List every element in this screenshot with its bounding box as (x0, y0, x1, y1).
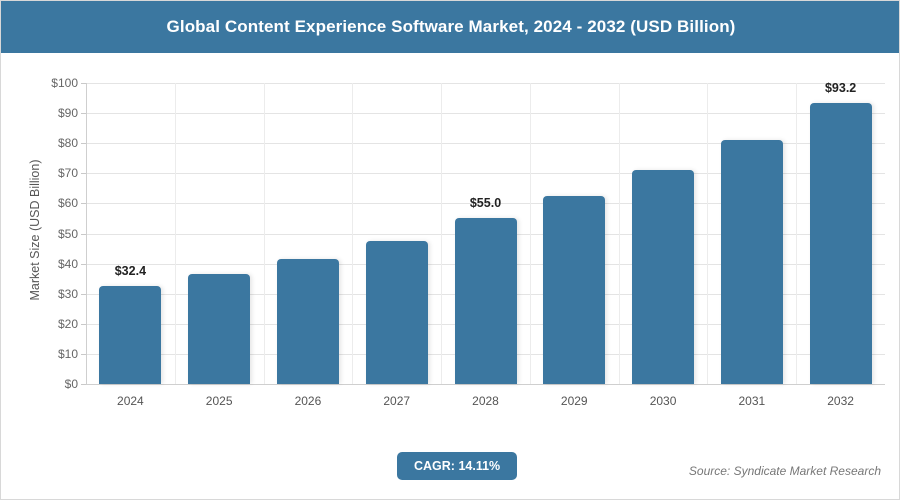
x-tick-label: 2024 (117, 394, 144, 408)
bar[interactable] (454, 218, 517, 384)
bar-slot[interactable] (188, 83, 251, 384)
bar[interactable] (365, 240, 428, 384)
vertical-gridline (174, 83, 176, 384)
y-tick-label: $80 (57, 136, 78, 151)
x-tick-label: 2030 (649, 394, 677, 408)
x-tick-label: 2032 (827, 394, 854, 408)
x-tick-label: 2031 (738, 394, 766, 408)
x-tick-label: 2027 (383, 394, 411, 408)
bar-slot[interactable]: $55.0 (454, 83, 517, 384)
x-tick-label: 2025 (205, 394, 233, 408)
bar-value-label: $93.2 (824, 81, 857, 96)
gridline (86, 143, 885, 145)
chart-title: Global Content Experience Software Marke… (166, 17, 736, 36)
y-axis-line (86, 83, 87, 385)
x-axis-line (86, 384, 885, 385)
gridline (86, 83, 885, 84)
plot-area: Market Size (USD Billion) $0 $10 $20 $30 $40… (1, 53, 899, 443)
bar-series: $32.4 $55.0 $93.2 (86, 81, 885, 384)
gridline (86, 203, 885, 205)
y-tick-mark (81, 263, 86, 265)
x-tick-label: 2026 (294, 394, 322, 408)
bar-slot[interactable]: $32.4 (99, 83, 162, 384)
y-tick-mark (81, 173, 86, 175)
vertical-gridline (529, 83, 531, 384)
source-note: Source: Syndicate Market Research (688, 464, 881, 478)
cagr-badge: CAGR: 14.11% (397, 452, 518, 480)
y-tick-mark (81, 143, 86, 145)
y-tick-mark (81, 83, 86, 84)
bar[interactable] (99, 286, 162, 384)
gridline (86, 113, 885, 115)
y-tick-mark (81, 113, 86, 115)
y-tick-mark (81, 233, 86, 235)
y-tick-mark (81, 384, 86, 385)
bar-value-label: $55.0 (469, 196, 502, 211)
y-tick-mark (81, 203, 86, 205)
bar[interactable] (720, 140, 783, 384)
bar[interactable] (632, 169, 695, 384)
bar[interactable] (809, 103, 872, 384)
bar-slot[interactable] (720, 83, 783, 384)
bar-value-label: $32.4 (114, 264, 147, 279)
y-tick-mark (81, 353, 86, 355)
vertical-gridline (618, 83, 620, 384)
y-tick-label: $100 (51, 76, 78, 90)
vertical-gridline (263, 83, 265, 384)
bar-slot[interactable] (632, 83, 695, 384)
bar-slot[interactable] (365, 83, 428, 384)
bar[interactable] (276, 258, 339, 384)
bar-slot[interactable] (276, 83, 339, 384)
bar[interactable] (543, 196, 606, 384)
y-tick-label: $30 (57, 286, 78, 301)
chart-header-band: Global Content Experience Software Marke… (1, 1, 899, 53)
gridline (86, 173, 885, 175)
y-tick-label: $0 (64, 377, 78, 391)
y-tick-mark (81, 293, 86, 295)
y-tick-label: $60 (57, 196, 78, 211)
y-tick-label: $40 (57, 256, 78, 271)
y-tick-label: $70 (57, 166, 78, 181)
vertical-gridline (796, 83, 798, 384)
y-tick-mark (81, 323, 86, 325)
bar-slot[interactable] (543, 83, 606, 384)
x-tick-label: 2029 (560, 394, 588, 408)
bar-slot[interactable]: $93.2 (809, 81, 872, 384)
y-tick-label: $90 (57, 106, 78, 121)
y-tick-label: $50 (57, 226, 78, 241)
vertical-gridline (441, 83, 443, 384)
vertical-gridline (352, 83, 354, 384)
bar[interactable] (188, 274, 251, 384)
y-tick-label: $10 (57, 346, 78, 361)
vertical-gridline (707, 83, 709, 384)
y-tick-label: $20 (57, 316, 78, 331)
x-tick-label: 2028 (472, 394, 499, 408)
